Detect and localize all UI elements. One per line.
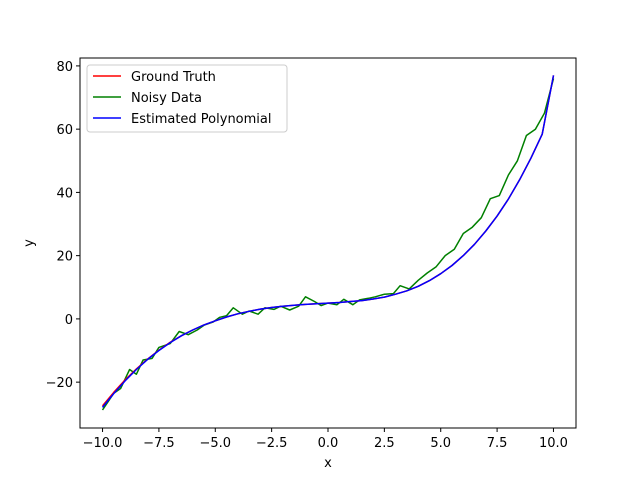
series-layer (101, 75, 555, 411)
series-line-estimated-polynomial (101, 75, 555, 408)
y-axis: −20 0 20 40 60 80 (46, 60, 80, 391)
y-tick-label: 20 (56, 250, 73, 265)
x-tick-label: 10.0 (539, 436, 568, 451)
x-tick-label: 0.0 (318, 436, 339, 451)
x-tick-label: 2.5 (374, 436, 395, 451)
y-tick-label: 60 (56, 123, 73, 138)
legend-label-estimated-polynomial: Estimated Polynomial (131, 112, 272, 127)
x-tick-label: 7.5 (487, 436, 508, 451)
legend-label-ground-truth: Ground Truth (131, 70, 216, 85)
y-axis-label: y (22, 239, 37, 247)
x-tick-label: −10.0 (83, 436, 123, 451)
legend-label-noisy-data: Noisy Data (131, 91, 202, 106)
legend: Ground Truth Noisy Data Estimated Polynomi… (86, 64, 288, 133)
y-tick-label: 40 (56, 186, 73, 201)
x-tick-label: −7.5 (143, 436, 175, 451)
x-tick-label: −2.5 (256, 436, 288, 451)
legend-box (86, 64, 288, 133)
x-axis-label: x (324, 456, 332, 471)
x-tick-label: −5.0 (199, 436, 231, 451)
y-tick-label: 0 (65, 313, 73, 328)
y-tick-label: 80 (56, 60, 73, 75)
series-line-noisy-data (101, 78, 555, 411)
x-axis: −10.0 −7.5 −5.0 −2.5 0.0 2.5 5.0 7.5 10.0 (83, 428, 568, 451)
x-tick-label: 5.0 (430, 436, 451, 451)
y-tick-label: −20 (46, 376, 73, 391)
